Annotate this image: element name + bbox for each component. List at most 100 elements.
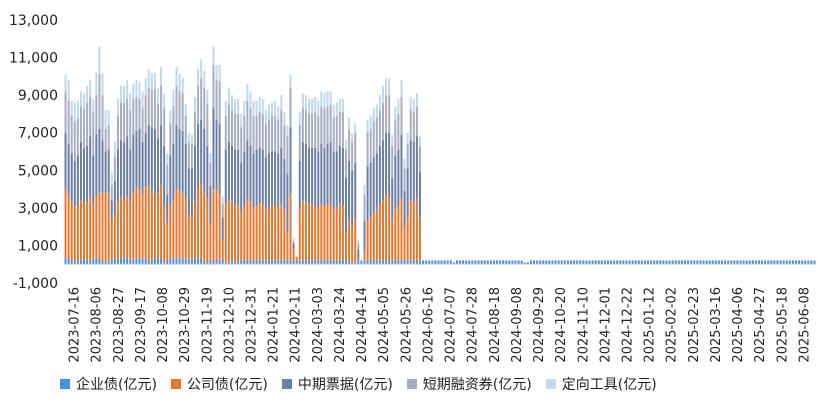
bar-segment: [335, 102, 338, 116]
bar-segment: [187, 132, 190, 143]
bar-segment: [120, 85, 123, 103]
bar-segment: [267, 153, 270, 208]
bar-segment: [329, 260, 332, 265]
bar-segment: [372, 260, 375, 265]
bar-segment: [163, 145, 166, 206]
bar-segment: [724, 260, 727, 265]
bar-segment: [499, 260, 502, 265]
bar-segment: [403, 168, 406, 191]
bar-segment: [212, 108, 215, 190]
x-tick-label: 2025-06-08: [797, 287, 812, 363]
bar-segment: [289, 260, 292, 265]
bar-segment: [462, 260, 465, 265]
bar-segment: [110, 219, 113, 261]
bar-segment: [573, 260, 576, 265]
bar-segment: [147, 68, 150, 88]
bar-segment: [218, 260, 221, 265]
bar-segment: [418, 145, 421, 173]
bar-segment: [385, 260, 388, 265]
bar-segment: [314, 147, 317, 206]
bar-segment: [557, 260, 560, 265]
bar-segment: [782, 260, 785, 265]
bar-segment: [153, 128, 156, 195]
bar-segment: [323, 205, 326, 261]
bar-segment: [243, 260, 246, 265]
bar-segment: [271, 102, 274, 116]
bar-segment: [308, 204, 311, 261]
bar-segment: [412, 112, 415, 143]
bar-segment: [181, 78, 184, 94]
bar-segment: [308, 147, 311, 205]
bar-segment: [150, 127, 153, 191]
bar-segment: [474, 260, 477, 265]
bar-segment: [243, 115, 246, 152]
x-tick-label: 2025-02-23: [687, 287, 702, 363]
bar-segment: [187, 142, 190, 169]
bar-segment: [341, 147, 344, 206]
bar-segment: [227, 87, 230, 105]
bar-segment: [166, 194, 169, 223]
bar-segment: [277, 260, 280, 265]
bar-segment: [79, 200, 82, 261]
bar-segment: [104, 192, 107, 263]
bar-segment: [671, 260, 674, 265]
bar-segment: [132, 260, 135, 265]
bar-segment: [261, 149, 264, 205]
bar-segment: [258, 260, 261, 265]
bar-segment: [483, 260, 486, 265]
bar-segment: [67, 143, 70, 195]
x-tick-label: 2024-10-20: [554, 287, 569, 363]
bar-segment: [277, 207, 280, 261]
x-tick-label: 2025-04-06: [731, 287, 746, 363]
bar-segment: [258, 147, 261, 205]
bar-segment: [529, 260, 532, 265]
bar-segment: [381, 140, 384, 201]
bar-segment: [477, 260, 480, 265]
bar-segment: [224, 100, 227, 116]
bar-segment: [391, 177, 394, 220]
bar-segment: [378, 110, 381, 146]
bar-segment: [357, 260, 360, 265]
bar-segment: [261, 260, 264, 265]
bar-segment: [280, 260, 283, 265]
bar-segment: [190, 168, 193, 216]
bar-segment: [172, 143, 175, 201]
y-tick-label: 11,000: [9, 51, 58, 67]
bar-segment: [197, 68, 200, 86]
x-tick-label: 2023-12-10: [222, 287, 237, 363]
bar-segment: [409, 200, 412, 261]
bar-segment: [267, 207, 270, 261]
bar-segment: [76, 260, 79, 265]
bar-segment: [600, 260, 603, 265]
bar-segment: [224, 262, 227, 265]
bar-segment: [98, 128, 101, 193]
bar-segment: [348, 117, 351, 129]
bar-segment: [351, 170, 354, 227]
bar-segment: [348, 128, 351, 161]
bar-segment: [120, 258, 123, 265]
bar-segment: [415, 136, 418, 199]
bar-segment: [184, 115, 187, 144]
bar-segment: [345, 260, 347, 265]
bar-segment: [267, 104, 270, 120]
bar-segment: [175, 258, 178, 265]
bar-segment: [375, 153, 378, 210]
bar-segment: [486, 260, 489, 265]
bar-segment: [160, 258, 163, 265]
bar-segment: [116, 115, 119, 150]
bar-segment: [144, 132, 147, 188]
bar-segment: [403, 260, 406, 265]
bar-segment: [252, 100, 255, 116]
bar-segment: [141, 258, 144, 265]
bar-segment: [311, 98, 314, 114]
bar-segment: [301, 260, 304, 265]
bar-segment: [258, 112, 261, 148]
bar-segment: [314, 260, 317, 265]
bar-segment: [400, 97, 403, 135]
bar-segment: [459, 260, 462, 265]
bar-segment: [412, 260, 415, 265]
bar-segment: [197, 258, 200, 265]
bar-segment: [434, 260, 437, 265]
bar-segment: [363, 260, 366, 265]
bar-segment: [634, 260, 637, 265]
